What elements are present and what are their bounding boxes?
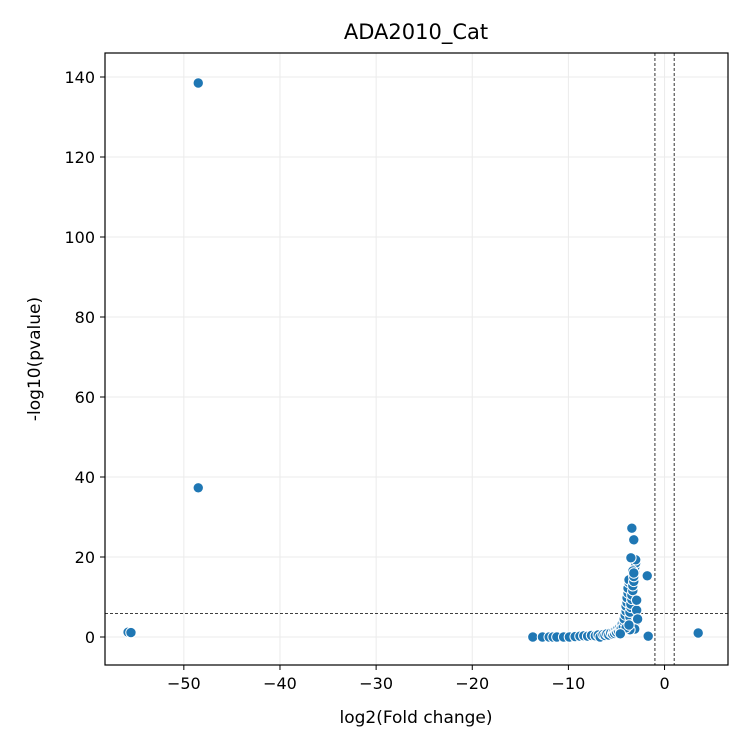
- chart-title: ADA2010_Cat: [344, 20, 488, 45]
- y-tick-label: 120: [64, 148, 95, 167]
- data-point: [192, 482, 204, 494]
- x-axis-label: log2(Fold change): [339, 708, 492, 728]
- y-tick-label: 80: [75, 308, 95, 327]
- data-point: [630, 594, 643, 606]
- y-axis-label: -log10(pvalue): [25, 297, 45, 421]
- data-point: [625, 552, 637, 564]
- x-tick-label: −40: [263, 674, 297, 693]
- data-points: [122, 77, 704, 643]
- y-tick-label: 0: [85, 628, 95, 647]
- data-point: [631, 613, 644, 625]
- y-axis-ticks: 0 20 40 60 80 100 120 140: [64, 68, 105, 647]
- x-tick-label: −50: [167, 674, 201, 693]
- y-tick-label: 60: [75, 388, 95, 407]
- data-point: [628, 567, 640, 579]
- data-point: [192, 77, 204, 89]
- data-point: [628, 534, 640, 546]
- y-tick-label: 100: [64, 228, 95, 247]
- data-point: [623, 619, 635, 631]
- y-tick-label: 20: [75, 548, 95, 567]
- data-point: [626, 522, 638, 534]
- y-tick-label: 40: [75, 468, 95, 487]
- y-tick-label: 140: [64, 68, 95, 87]
- plot-frame: [104, 52, 729, 666]
- data-point: [125, 626, 137, 639]
- x-axis-ticks: −50 −40 −30 −20 −10 0: [167, 665, 670, 693]
- data-point: [614, 628, 627, 640]
- x-tick-label: −30: [359, 674, 393, 693]
- data-point: [641, 570, 653, 582]
- data-point: [642, 630, 654, 642]
- x-tick-label: 0: [659, 674, 669, 693]
- grid: [105, 53, 728, 665]
- x-tick-label: −20: [455, 674, 489, 693]
- threshold-lines: [105, 53, 728, 665]
- data-point: [692, 627, 704, 639]
- x-tick-label: −10: [552, 674, 586, 693]
- data-point: [527, 631, 539, 643]
